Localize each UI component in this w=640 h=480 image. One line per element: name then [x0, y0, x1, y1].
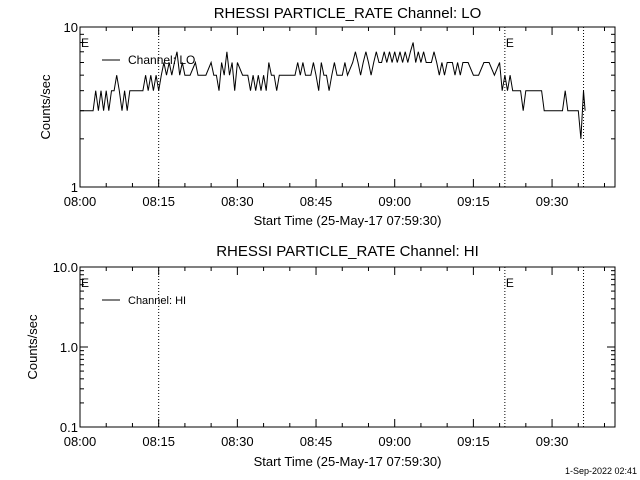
x-tick-label: 08:15 — [142, 434, 175, 449]
x-tick-label: 08:15 — [142, 194, 175, 209]
y-tick-label: 10 — [64, 20, 78, 35]
chart-title: RHESSI PARTICLE_RATE Channel: LO — [214, 5, 482, 22]
legend-label: Channel: HI — [128, 295, 186, 307]
chart-panel-2: RHESSI PARTICLE_RATE Channel: HI 08:00 08:… — [25, 243, 616, 469]
event-marker-label: E — [506, 276, 514, 290]
plot-frame — [79, 266, 616, 428]
x-tick-label: 08:00 — [64, 194, 97, 209]
x-tick-label: 08:45 — [300, 194, 333, 209]
footer-timestamp: 1-Sep-2022 02:41 — [565, 466, 637, 476]
legend-label: Channel: LO — [128, 53, 195, 67]
x-tick-label: 09:30 — [536, 194, 569, 209]
chart-panel-1: RHESSI PARTICLE_RATE Channel: LO 08:00 08:… — [38, 5, 616, 228]
y-tick-label: 1 — [71, 180, 78, 195]
y-tick-label: 1.0 — [60, 340, 78, 355]
left-marker-label: E — [81, 36, 89, 50]
x-axis-label: Start Time (25-May-17 07:59:30) — [254, 454, 442, 469]
x-tick-label: 08:30 — [221, 194, 254, 209]
x-tick-label: 09:15 — [457, 194, 490, 209]
x-tick-label: 08:00 — [64, 434, 97, 449]
left-marker-label: E — [81, 276, 89, 290]
y-tick-label: 0.1 — [60, 420, 78, 435]
x-tick-label: 09:15 — [457, 434, 490, 449]
x-tick-label: 09:30 — [536, 434, 569, 449]
chart-title: RHESSI PARTICLE_RATE Channel: HI — [216, 243, 479, 260]
x-tick-label: 09:00 — [378, 194, 411, 209]
x-axis-label: Start Time (25-May-17 07:59:30) — [254, 213, 442, 228]
y-axis-label: Counts/sec — [25, 314, 40, 380]
x-tick-label: 08:30 — [221, 434, 254, 449]
x-tick-label: 09:00 — [378, 434, 411, 449]
x-tick-label: 08:45 — [300, 434, 333, 449]
y-axis-label: Counts/sec — [38, 74, 53, 140]
event-marker-label: E — [506, 36, 514, 50]
plot-frame — [79, 26, 616, 188]
y-tick-label: 10.0 — [53, 260, 78, 275]
series-line — [80, 42, 586, 139]
